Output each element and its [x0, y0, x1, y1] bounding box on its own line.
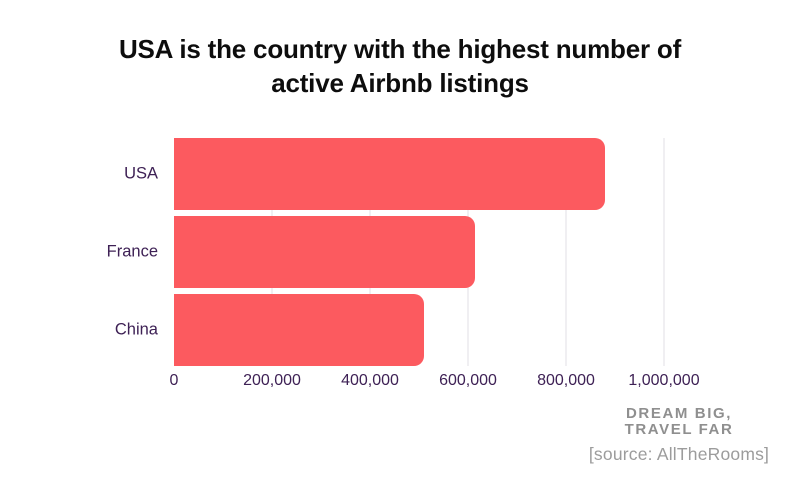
chart-title-line-2: active Airbnb listings: [271, 68, 529, 98]
plot-area: [174, 138, 710, 366]
x-tick-label: 800,000: [537, 372, 595, 389]
x-axis: 0 200,000 400,000 600,000 800,000 1,000,000: [170, 372, 734, 396]
source-credit: [source: AllTheRooms]: [588, 444, 770, 464]
category-label-usa: USA: [124, 164, 158, 183]
chart-title-line-1: USA is the country with the highest numb…: [118, 34, 682, 64]
x-tick-label: 600,000: [439, 372, 497, 389]
gridline: [663, 138, 665, 366]
category-label-china: China: [114, 320, 158, 339]
brand-logo-line-1: DREAM BIG,: [626, 405, 732, 422]
brand-logo-line-2: TRAVEL FAR: [624, 421, 734, 438]
x-tick-label: 400,000: [341, 372, 399, 389]
brand-footer: DREAM BIG, TRAVEL FAR [source: AllTheRoo…: [574, 406, 784, 465]
x-tick-label: 200,000: [243, 372, 301, 389]
chart-title: USA is the country with the highest numb…: [0, 32, 800, 100]
bar-usa: [174, 138, 605, 210]
bar-china: [174, 294, 424, 366]
gridline: [565, 138, 567, 366]
x-tick-label: 0: [169, 372, 179, 389]
x-tick-label: 1,000,000: [628, 372, 700, 389]
bar-france: [174, 216, 475, 288]
category-label-france: France: [106, 242, 158, 261]
